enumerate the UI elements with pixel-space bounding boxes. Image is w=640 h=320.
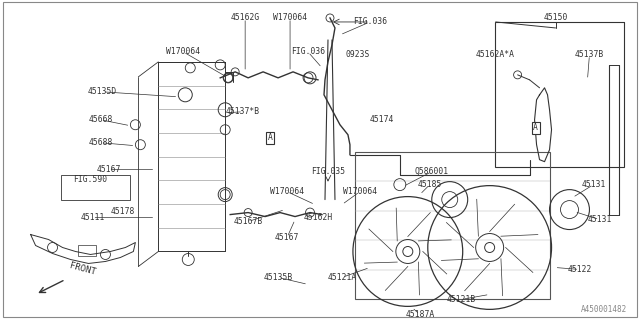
Bar: [79, 244, 97, 256]
Text: 45174: 45174: [370, 115, 394, 124]
Text: FIG.036: FIG.036: [291, 47, 325, 56]
Text: 45137B: 45137B: [575, 50, 604, 60]
Bar: [61, 175, 131, 200]
Text: 45162G: 45162G: [230, 13, 260, 22]
Text: 45688: 45688: [88, 138, 113, 147]
Polygon shape: [534, 88, 552, 162]
Text: 0923S: 0923S: [346, 50, 370, 60]
Text: W170064: W170064: [166, 47, 200, 56]
Text: A450001482: A450001482: [581, 305, 627, 314]
Text: A: A: [268, 133, 273, 142]
Text: 45162A*A: 45162A*A: [475, 50, 514, 60]
Text: 45162H: 45162H: [303, 213, 333, 222]
Text: Q586001: Q586001: [415, 167, 449, 176]
Text: 45121A: 45121A: [327, 273, 356, 282]
Text: 45187A: 45187A: [405, 310, 435, 319]
Text: 45167B: 45167B: [234, 217, 263, 226]
Text: W170064: W170064: [273, 13, 307, 22]
Text: FRONT: FRONT: [68, 261, 97, 276]
Text: 45167: 45167: [275, 233, 300, 242]
Text: 45131: 45131: [588, 215, 612, 224]
Text: 45135D: 45135D: [88, 87, 117, 96]
Text: FIG.035: FIG.035: [311, 167, 345, 176]
Text: 45131: 45131: [581, 180, 605, 189]
Text: 45178: 45178: [110, 207, 134, 216]
Text: 45668: 45668: [88, 115, 113, 124]
Text: 45111: 45111: [80, 213, 105, 222]
Text: 45122: 45122: [567, 265, 591, 274]
Text: W170064: W170064: [343, 187, 377, 196]
Bar: [355, 152, 550, 300]
Text: 45185: 45185: [417, 180, 442, 189]
Text: FIG.036: FIG.036: [353, 18, 387, 27]
Text: 45135B: 45135B: [264, 273, 292, 282]
Text: W170064: W170064: [270, 187, 304, 196]
Bar: [495, 22, 625, 167]
Text: 45121B: 45121B: [447, 295, 476, 304]
Text: FIG.590: FIG.590: [74, 175, 108, 184]
Text: A: A: [268, 133, 273, 142]
Text: 45150: 45150: [543, 13, 568, 22]
Text: A: A: [533, 123, 538, 132]
Text: 45167: 45167: [96, 165, 120, 174]
Text: 45137*B: 45137*B: [226, 107, 260, 116]
